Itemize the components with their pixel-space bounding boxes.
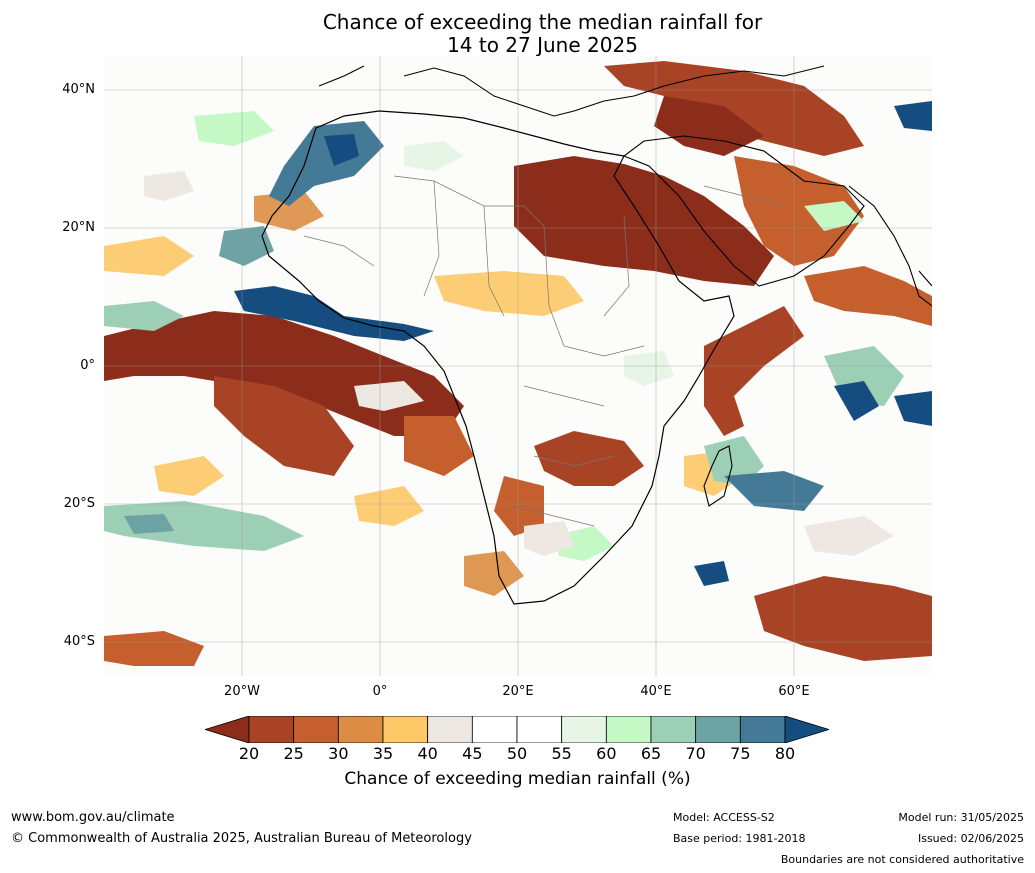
africa-coastline <box>261 110 735 605</box>
colorbar-extend-high <box>784 716 829 743</box>
india-coastline <box>848 185 932 307</box>
lat-label-40n: 40°N <box>62 82 95 97</box>
colorbar-extend-low <box>205 716 250 743</box>
graticule <box>104 56 932 676</box>
wet-anomaly-regions <box>104 101 932 586</box>
colorbar-segment <box>739 716 786 743</box>
footer-model-run: Model run: 31/05/2025 <box>898 811 1024 824</box>
colorbar <box>205 716 829 743</box>
colorbar-tick-label: 70 <box>685 744 706 763</box>
arabia-coastline <box>622 135 865 287</box>
lon-label-20w: 20°W <box>224 684 260 699</box>
colorbar-segment <box>293 716 339 743</box>
colorbar-segment <box>605 716 652 743</box>
lat-label-0: 0° <box>80 358 95 373</box>
colorbar-tick-label: 40 <box>417 744 438 763</box>
country-borders <box>303 175 785 527</box>
lat-label-20s: 20°S <box>63 496 95 511</box>
colorbar-label: Chance of exceeding median rainfall (%) <box>344 769 691 789</box>
footer-website: www.bom.gov.au/climate <box>11 810 175 825</box>
map-title-line2: 14 to 27 June 2025 <box>447 33 638 57</box>
colorbar-tick-label: 80 <box>774 744 796 763</box>
lon-label-40e: 40°E <box>640 684 672 699</box>
colorbar-segment <box>650 716 697 743</box>
colorbar-segment <box>382 716 429 743</box>
colorbar-segment <box>427 716 473 743</box>
lon-label-0: 0° <box>372 684 388 699</box>
colorbar-segment <box>248 716 295 743</box>
colorbar-tick-label: 65 <box>640 744 662 763</box>
colorbar-tick-label: 30 <box>328 744 349 763</box>
colorbar-tick-label: 50 <box>506 744 528 763</box>
rainfall-map <box>104 56 932 676</box>
colorbar-segment <box>471 716 518 743</box>
map-title-line1: Chance of exceeding the median rainfall … <box>322 10 763 34</box>
colorbar-tick-label: 45 <box>462 744 483 763</box>
colorbar-segment <box>695 716 741 743</box>
footer-copyright: © Commonwealth of Australia 2025, Austra… <box>11 831 472 846</box>
europe-coastline <box>318 65 825 117</box>
lon-label-20e: 20°E <box>502 684 534 699</box>
colorbar-tick-label: 25 <box>283 744 304 763</box>
footer-disclaimer: Boundaries are not considered authoritat… <box>780 853 1024 866</box>
colorbar-tick-label: 60 <box>596 744 617 763</box>
neutral-regions <box>144 171 894 556</box>
moderately-dry-regions <box>104 191 744 596</box>
madagascar-coastline <box>703 445 733 507</box>
colorbar-segment <box>337 716 384 743</box>
colorbar-tick-label: 20 <box>238 744 260 763</box>
lat-label-40s: 40°S <box>63 634 95 649</box>
footer-model: Model: ACCESS-S2 <box>673 811 775 824</box>
lat-label-20n: 20°N <box>62 220 95 235</box>
colorbar-tick-label: 75 <box>730 744 751 763</box>
colorbar-tick-label: 35 <box>372 744 394 763</box>
colorbar-tick-label: 55 <box>551 744 572 763</box>
colorbar-segment <box>516 716 563 743</box>
colorbar-segment <box>561 716 607 743</box>
footer-issued: Issued: 02/06/2025 <box>917 832 1024 845</box>
footer-base-period: Base period: 1981-2018 <box>673 832 806 845</box>
lon-label-60e: 60°E <box>778 684 810 699</box>
